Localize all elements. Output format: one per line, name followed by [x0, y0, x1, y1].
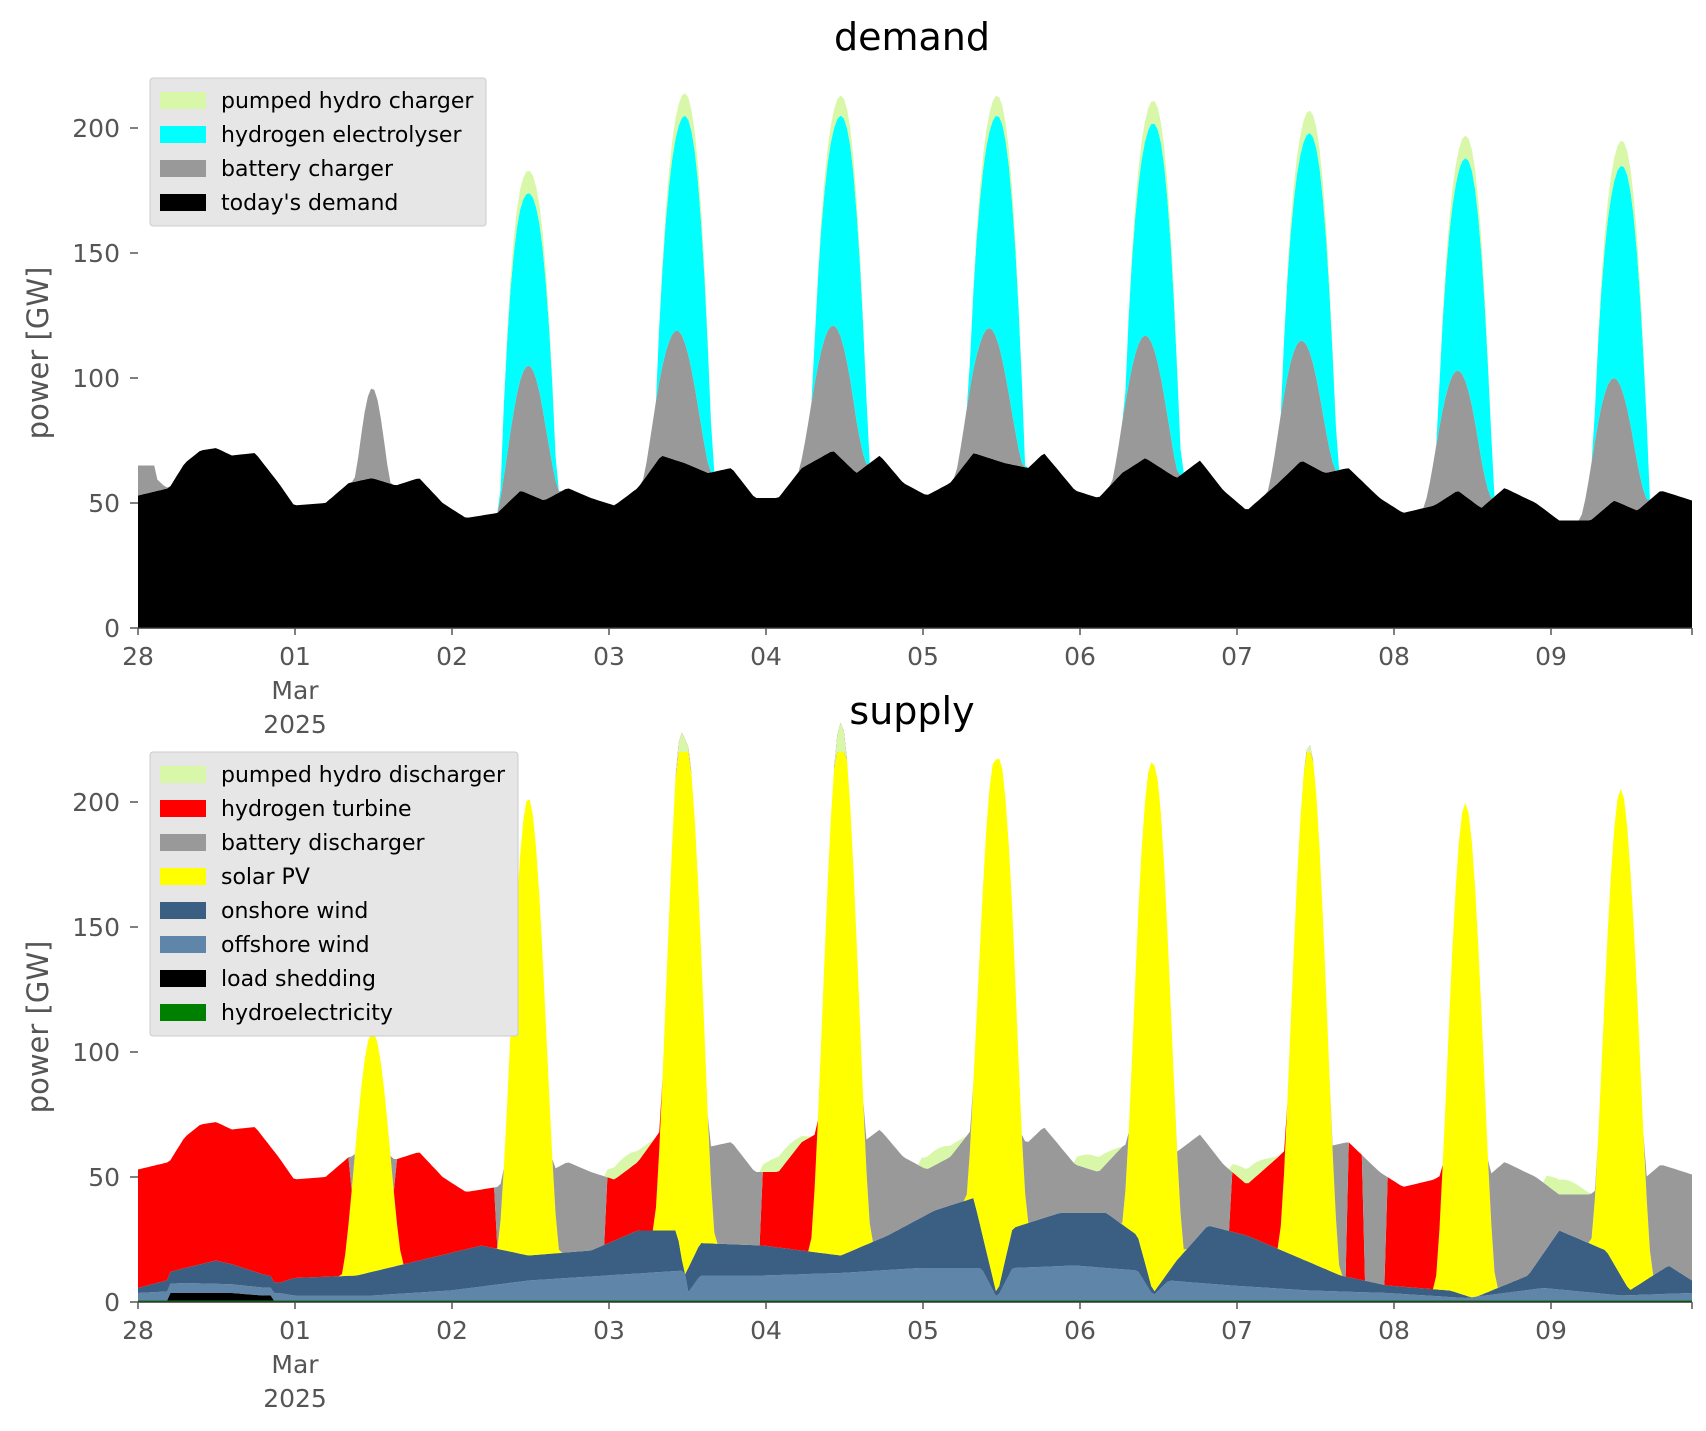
y-tick-label: 150: [72, 239, 120, 268]
x-tick-label: 03: [593, 1316, 625, 1345]
y-tick-label: 100: [72, 364, 120, 393]
y-tick-label: 150: [72, 913, 120, 942]
legend-swatch: [160, 902, 206, 919]
y-axis-label: power [GW]: [21, 941, 55, 1114]
x-tick-sublabel-year: 2025: [263, 710, 327, 739]
series-area-hydrogen-turbine: [138, 723, 1692, 1290]
series-area-solar-pv: [138, 752, 1692, 1298]
legend-swatch: [160, 970, 206, 987]
x-tick-label: 28: [122, 642, 154, 671]
legend-swatch: [160, 800, 206, 817]
legend-label: battery discharger: [221, 831, 426, 856]
series-area-onshore-wind: [138, 1198, 1692, 1298]
legend-label: onshore wind: [221, 899, 368, 924]
series-area-offshore-wind: [138, 1265, 1692, 1301]
x-tick-label: 04: [750, 1316, 782, 1345]
legend-swatch: [160, 834, 206, 851]
y-tick-label: 50: [88, 489, 120, 518]
legend-label: pumped hydro charger: [221, 89, 474, 114]
legend-swatch: [160, 936, 206, 953]
y-tick-label: 200: [72, 788, 120, 817]
series-area-today-s-demand: [138, 448, 1692, 628]
legend-swatch: [160, 868, 206, 885]
x-tick-label: 09: [1535, 1316, 1567, 1345]
chart-title: supply: [849, 689, 974, 733]
x-tick-label: 02: [436, 642, 468, 671]
x-tick-label: 07: [1221, 1316, 1253, 1345]
legend-swatch: [160, 126, 206, 143]
legend-label: battery charger: [221, 157, 394, 182]
series-area-hydrogen-electrolyser: [138, 115, 1692, 521]
legend-box: [149, 77, 487, 227]
x-tick-label: 04: [750, 642, 782, 671]
legend-label: pumped hydro discharger: [221, 763, 506, 788]
x-tick-sublabel-month: Mar: [271, 676, 319, 705]
legend-swatch: [160, 194, 206, 211]
x-tick-label: 06: [1064, 1316, 1096, 1345]
legend-box: [149, 751, 519, 1037]
legend-label: hydrogen turbine: [221, 797, 412, 822]
x-tick-label: 28: [122, 1316, 154, 1345]
legend-label: hydroelectricity: [221, 1001, 393, 1026]
x-tick-label: 05: [907, 642, 939, 671]
y-axis-label: power [GW]: [21, 267, 55, 440]
x-tick-sublabel-month: Mar: [271, 1350, 319, 1379]
chart-title: demand: [834, 15, 990, 59]
demand-panel: demand power [GW] 0 50 100 150 200 28 01 02 03 04 05…: [21, 15, 1693, 739]
x-tick-label: 06: [1064, 642, 1096, 671]
series-area-battery-discharger: [138, 723, 1692, 1288]
x-tick-label: 08: [1378, 1316, 1410, 1345]
legend-label: offshore wind: [221, 933, 370, 958]
x-tick-label: 01: [279, 1316, 311, 1345]
series-area-battery-charger: [138, 325, 1692, 521]
legend-label: today's demand: [221, 191, 398, 216]
x-tick-label: 08: [1378, 642, 1410, 671]
x-tick-label: 02: [436, 1316, 468, 1345]
y-tick-label: 200: [72, 114, 120, 143]
supply-panel: supply power [GW] 0 50 100 150 200 28 01 02 03 04 05…: [21, 689, 1693, 1413]
legend-label: hydrogen electrolyser: [221, 123, 462, 148]
x-tick-label: 09: [1535, 642, 1567, 671]
x-tick-label: 07: [1221, 642, 1253, 671]
x-tick-label: 05: [907, 1316, 939, 1345]
x-tick-label: 03: [593, 642, 625, 671]
x-tick-label: 01: [279, 642, 311, 671]
legend-swatch: [160, 160, 206, 177]
legend-swatch: [160, 1004, 206, 1021]
legend: pumped hydro discharger hydrogen turbine b…: [149, 751, 519, 1037]
legend-swatch: [160, 92, 206, 109]
y-tick-label: 0: [104, 1288, 120, 1317]
y-tick-label: 100: [72, 1038, 120, 1067]
legend-swatch: [160, 766, 206, 783]
y-tick-label: 50: [88, 1163, 120, 1192]
legend-label: solar PV: [221, 865, 310, 890]
legend: pumped hydro charger hydrogen electrolyse…: [149, 77, 487, 227]
y-tick-label: 0: [104, 614, 120, 643]
x-tick-sublabel-year: 2025: [263, 1384, 327, 1413]
legend-label: load shedding: [221, 967, 376, 992]
